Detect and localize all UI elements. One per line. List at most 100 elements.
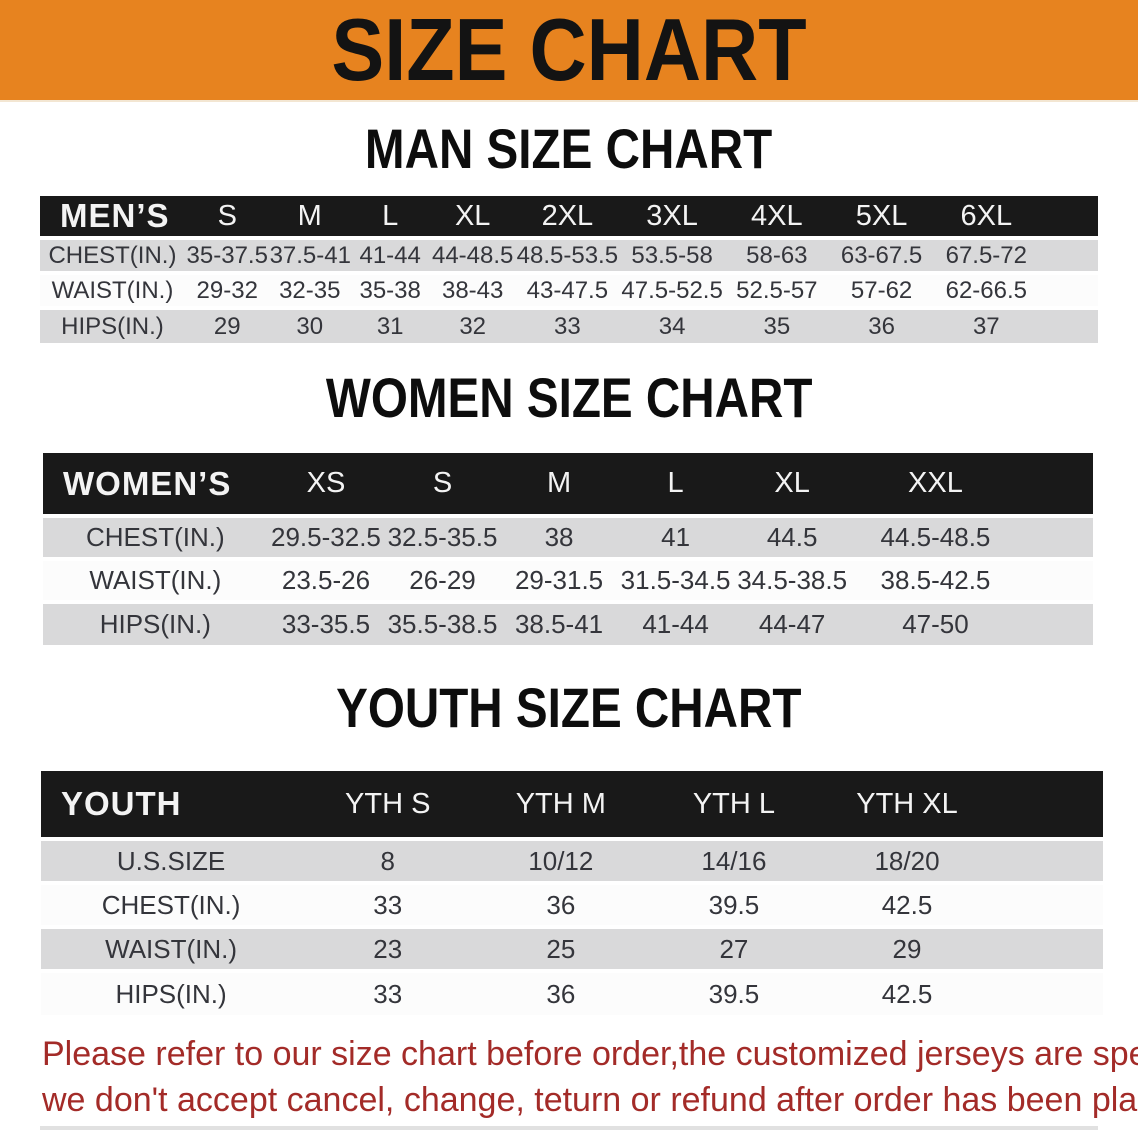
cell-filler — [993, 925, 1103, 971]
cell: 29 — [184, 306, 270, 343]
youth-row-ussize: U.S.SIZE 8 10/12 14/16 18/20 — [41, 837, 1103, 883]
cell: 41-44 — [617, 600, 734, 645]
cell: 38.5-42.5 — [850, 557, 1021, 602]
bottom-edge-line — [40, 1126, 1098, 1130]
youth-size-table: YOUTH YTH S YTH M YTH L YTH XL U.S.SIZE … — [41, 771, 1103, 1015]
cell: 31 — [349, 306, 431, 343]
women-section-title: WOMEN SIZE CHART — [325, 366, 813, 429]
women-header-label: WOMEN’S — [63, 464, 232, 502]
men-col-header: 5XL — [855, 199, 908, 232]
men-col-header: S — [217, 199, 237, 232]
men-col-header: L — [382, 199, 399, 232]
cell: 42.5 — [820, 969, 994, 1015]
header-filler — [994, 771, 1103, 839]
cell: 67.5-72 — [933, 236, 1039, 273]
cell: 8 — [301, 837, 475, 883]
row-label: U.S.SIZE — [41, 837, 302, 883]
page-title: SIZE CHART — [331, 0, 807, 99]
row-label: HIPS(IN.) — [40, 306, 185, 343]
cell: 57-62 — [829, 271, 934, 308]
youth-row-chest: CHEST(IN.) 33 36 39.5 42.5 — [41, 881, 1103, 927]
men-col-header: 4XL — [751, 199, 803, 232]
cell-filler — [1038, 271, 1098, 308]
cell: 32-35 — [269, 271, 350, 308]
cell: 44-48.5 — [430, 236, 515, 273]
cell: 36 — [474, 969, 648, 1015]
youth-section-title-wrap: YOUTH SIZE CHART — [0, 645, 1138, 771]
row-label: CHEST(IN.) — [40, 236, 185, 273]
men-col-header: 3XL — [646, 199, 698, 232]
cell: 38-43 — [430, 271, 515, 308]
women-row-waist: WAIST(IN.) 23.5-26 26-29 29-31.5 31.5-34… — [43, 557, 1093, 602]
cell: 37 — [933, 306, 1039, 343]
women-header-row: WOMEN’S XS S M L XL XXL — [43, 453, 1093, 516]
women-section-title-wrap: WOMEN SIZE CHART — [0, 343, 1138, 453]
cell: 52.5-57 — [724, 271, 830, 308]
cell: 30 — [269, 306, 350, 343]
cell: 35 — [724, 306, 830, 343]
row-label: WAIST(IN.) — [40, 271, 185, 308]
notice-line-1: Please refer to our size chart before or… — [42, 1035, 1138, 1073]
cell: 37.5-41 — [269, 236, 351, 273]
cell: 39.5 — [647, 969, 821, 1015]
cell: 35.5-38.5 — [384, 600, 501, 645]
cell: 62-66.5 — [933, 271, 1039, 308]
cell: 36 — [829, 306, 934, 343]
youth-section-title: YOUTH SIZE CHART — [336, 676, 802, 739]
cell: 41-44 — [349, 236, 431, 273]
row-label: HIPS(IN.) — [43, 600, 268, 645]
cell: 10/12 — [474, 837, 648, 883]
men-row-waist: WAIST(IN.) 29-32 32-35 35-38 38-43 43-47… — [40, 271, 1098, 308]
youth-row-hips: HIPS(IN.) 33 36 39.5 42.5 — [41, 969, 1103, 1015]
cell: 35-37.5 — [184, 236, 270, 273]
men-row-hips: HIPS(IN.) 29 30 31 32 33 34 35 36 37 — [40, 306, 1098, 343]
women-col-header: M — [546, 467, 572, 499]
men-section-title: MAN SIZE CHART — [365, 117, 773, 180]
cell: 47.5-52.5 — [619, 271, 725, 308]
cell: 58-63 — [724, 236, 830, 273]
men-col-header: 6XL — [960, 199, 1013, 232]
cell: 39.5 — [647, 881, 821, 927]
men-row-chest: CHEST(IN.) 35-37.5 37.5-41 41-44 44-48.5… — [40, 236, 1098, 273]
women-size-table: WOMEN’S XS S M L XL XXL CHEST(IN.) 29.5-… — [43, 453, 1093, 645]
cell-filler — [993, 881, 1103, 927]
cell: 38 — [500, 514, 618, 559]
men-section-title-wrap: MAN SIZE CHART — [0, 102, 1138, 196]
men-col-header: 2XL — [541, 199, 594, 232]
cell: 29-31.5 — [500, 557, 618, 602]
cell: 63-67.5 — [829, 236, 934, 273]
cell: 32.5-35.5 — [384, 514, 501, 559]
order-notice: Please refer to our size chart before or… — [42, 1031, 1138, 1123]
cell: 34 — [619, 306, 725, 343]
cell: 38.5-41 — [500, 600, 618, 645]
cell: 33 — [515, 306, 620, 343]
cell: 42.5 — [820, 881, 994, 927]
cell-filler — [993, 969, 1103, 1015]
cell-filler — [1020, 557, 1093, 602]
cell: 27 — [647, 925, 821, 971]
cell: 35-38 — [349, 271, 431, 308]
cell: 33-35.5 — [267, 600, 385, 645]
men-col-header: XL — [454, 199, 491, 232]
cell-filler — [993, 837, 1103, 883]
notice-line-2: we don't accept cancel, change, teturn o… — [42, 1081, 1138, 1119]
cell: 23 — [301, 925, 475, 971]
youth-col-header: YTH XL — [856, 787, 958, 820]
men-size-table: MEN’S S M L XL 2XL 3XL 4XL 5XL 6XL CHEST… — [40, 196, 1098, 343]
row-label: HIPS(IN.) — [41, 969, 302, 1015]
cell: 48.5-53.5 — [515, 236, 620, 273]
cell: 33 — [301, 881, 475, 927]
cell-filler — [1020, 514, 1093, 559]
women-row-hips: HIPS(IN.) 33-35.5 35.5-38.5 38.5-41 41-4… — [43, 600, 1093, 645]
men-header-row: MEN’S S M L XL 2XL 3XL 4XL 5XL 6XL — [40, 196, 1098, 238]
cell: 14/16 — [647, 837, 821, 883]
cell-filler — [1020, 600, 1093, 645]
cell: 25 — [474, 925, 648, 971]
row-label: CHEST(IN.) — [43, 514, 268, 559]
cell: 33 — [301, 969, 475, 1015]
row-label: CHEST(IN.) — [41, 881, 302, 927]
cell: 31.5-34.5 — [617, 557, 734, 602]
men-header-label: MEN’S — [60, 197, 170, 234]
row-label: WAIST(IN.) — [41, 925, 302, 971]
cell: 53.5-58 — [619, 236, 725, 273]
